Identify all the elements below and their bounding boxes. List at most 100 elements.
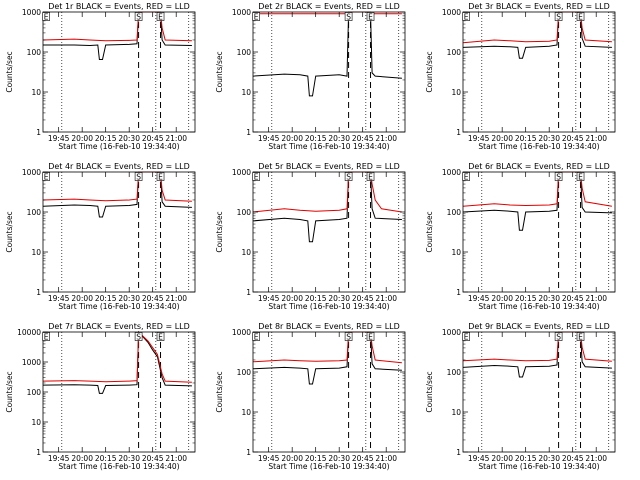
y-tick-label: 1000 bbox=[232, 168, 251, 177]
panel-title: Det 6r BLACK = Events, RED = LLD bbox=[468, 162, 610, 171]
x-tick-label: 20:45 bbox=[142, 134, 164, 143]
marker-label: E bbox=[368, 13, 373, 22]
marker-label: S bbox=[136, 173, 141, 182]
marker-label: E bbox=[368, 333, 373, 342]
marker-box bbox=[366, 172, 375, 181]
y-tick-label: 10 bbox=[31, 248, 41, 257]
marker-label: S bbox=[556, 173, 561, 182]
x-tick-label: 21:00 bbox=[375, 454, 397, 463]
marker-box bbox=[134, 172, 143, 181]
marker-label: E bbox=[578, 173, 583, 182]
x-tick-label: 20:30 bbox=[118, 454, 140, 463]
marker-label: E bbox=[368, 173, 373, 182]
y-tick-label: 100 bbox=[27, 388, 42, 397]
plot-frame bbox=[42, 11, 196, 133]
marker-box bbox=[576, 12, 585, 21]
x-tick-label: 20:30 bbox=[538, 134, 560, 143]
panel-6: Det 6r BLACK = Events, RED = LLD 1 10 100 10… bbox=[425, 162, 616, 311]
marker-label: S bbox=[346, 13, 351, 22]
x-tick-label: 19:45 bbox=[468, 454, 490, 463]
marker-box bbox=[366, 12, 375, 21]
x-tick-label: 20:45 bbox=[562, 294, 584, 303]
panel-title: Det 4r BLACK = Events, RED = LLD bbox=[48, 162, 190, 171]
x-axis-label: Start Time (16-Feb-10 19:34:40) bbox=[58, 142, 179, 151]
plot-frame bbox=[252, 171, 406, 293]
series-line-events bbox=[252, 331, 402, 385]
y-axis-label: Counts/sec bbox=[5, 371, 14, 412]
marker-label: E bbox=[254, 13, 259, 22]
y-tick-label: 10 bbox=[451, 408, 461, 417]
x-axis-label: Start Time (16-Feb-10 19:34:40) bbox=[268, 302, 389, 311]
marker-label: E bbox=[464, 13, 469, 22]
marker-label: E bbox=[578, 13, 583, 22]
series-line-events bbox=[462, 171, 612, 231]
y-tick-label: 1000 bbox=[22, 358, 41, 367]
series-line-events bbox=[462, 331, 612, 378]
panel-title: Det 5r BLACK = Events, RED = LLD bbox=[258, 162, 400, 171]
panel-title: Det 2r BLACK = Events, RED = LLD bbox=[258, 2, 400, 11]
marker-box bbox=[42, 332, 50, 341]
x-tick-label: 21:00 bbox=[585, 454, 607, 463]
marker-box bbox=[366, 332, 375, 341]
panel-3: Det 3r BLACK = Events, RED = LLD 1 10 100 10… bbox=[425, 2, 616, 151]
marker-box bbox=[554, 172, 563, 181]
x-tick-label: 20:45 bbox=[352, 294, 374, 303]
x-axis-label: Start Time (16-Feb-10 19:34:40) bbox=[58, 462, 179, 471]
x-tick-label: 21:00 bbox=[375, 134, 397, 143]
x-axis-label: Start Time (16-Feb-10 19:34:40) bbox=[268, 462, 389, 471]
marker-label: S bbox=[346, 173, 351, 182]
x-tick-label: 20:00 bbox=[281, 454, 303, 463]
marker-box bbox=[344, 332, 353, 341]
panel-1: Det 1r BLACK = Events, RED = LLD 1 10 100 10… bbox=[5, 2, 196, 151]
y-tick-label: 1 bbox=[36, 448, 41, 457]
x-tick-label: 20:00 bbox=[281, 134, 303, 143]
marker-label: S bbox=[346, 333, 351, 342]
x-tick-label: 20:30 bbox=[118, 294, 140, 303]
marker-box bbox=[576, 332, 585, 341]
series-line-lld bbox=[462, 171, 612, 207]
plot-frame bbox=[462, 11, 616, 133]
x-tick-label: 20:00 bbox=[71, 294, 93, 303]
x-tick-label: 20:00 bbox=[71, 134, 93, 143]
marker-box bbox=[554, 332, 563, 341]
y-tick-label: 10 bbox=[241, 248, 251, 257]
y-tick-label: 1 bbox=[456, 448, 461, 457]
plot-frame bbox=[42, 331, 196, 453]
y-tick-label: 1000 bbox=[22, 168, 41, 177]
x-tick-label: 20:15 bbox=[95, 134, 117, 143]
series-line-events bbox=[42, 171, 192, 218]
y-tick-label: 1 bbox=[456, 288, 461, 297]
marker-label: E bbox=[44, 13, 49, 22]
x-tick-label: 21:00 bbox=[165, 454, 187, 463]
x-tick-label: 20:45 bbox=[352, 134, 374, 143]
x-tick-label: 20:15 bbox=[305, 294, 327, 303]
marker-label: S bbox=[136, 333, 141, 342]
series-line-lld bbox=[42, 171, 192, 202]
y-tick-label: 100 bbox=[237, 48, 252, 57]
x-tick-label: 20:00 bbox=[71, 454, 93, 463]
marker-box bbox=[576, 172, 585, 181]
x-tick-label: 20:15 bbox=[305, 134, 327, 143]
marker-label: E bbox=[464, 333, 469, 342]
x-axis-label: Start Time (16-Feb-10 19:34:40) bbox=[478, 462, 599, 471]
x-axis-label: Start Time (16-Feb-10 19:34:40) bbox=[58, 302, 179, 311]
y-tick-label: 100 bbox=[27, 48, 42, 57]
series-line-lld bbox=[462, 331, 612, 362]
marker-label: E bbox=[254, 173, 259, 182]
marker-box bbox=[462, 172, 470, 181]
marker-label: E bbox=[254, 333, 259, 342]
y-tick-label: 1000 bbox=[442, 168, 461, 177]
x-tick-label: 19:45 bbox=[48, 134, 70, 143]
x-tick-label: 20:00 bbox=[491, 454, 513, 463]
marker-box bbox=[252, 12, 260, 21]
marker-box bbox=[462, 12, 470, 21]
x-tick-label: 20:30 bbox=[328, 294, 350, 303]
x-tick-label: 20:30 bbox=[328, 134, 350, 143]
marker-label: E bbox=[158, 333, 163, 342]
panel-title: Det 8r BLACK = Events, RED = LLD bbox=[258, 322, 400, 331]
x-tick-label: 20:15 bbox=[95, 294, 117, 303]
series-line-events bbox=[252, 11, 402, 97]
plot-frame bbox=[252, 11, 406, 133]
y-tick-label: 1000 bbox=[232, 8, 251, 17]
y-axis-label: Counts/sec bbox=[215, 371, 224, 412]
